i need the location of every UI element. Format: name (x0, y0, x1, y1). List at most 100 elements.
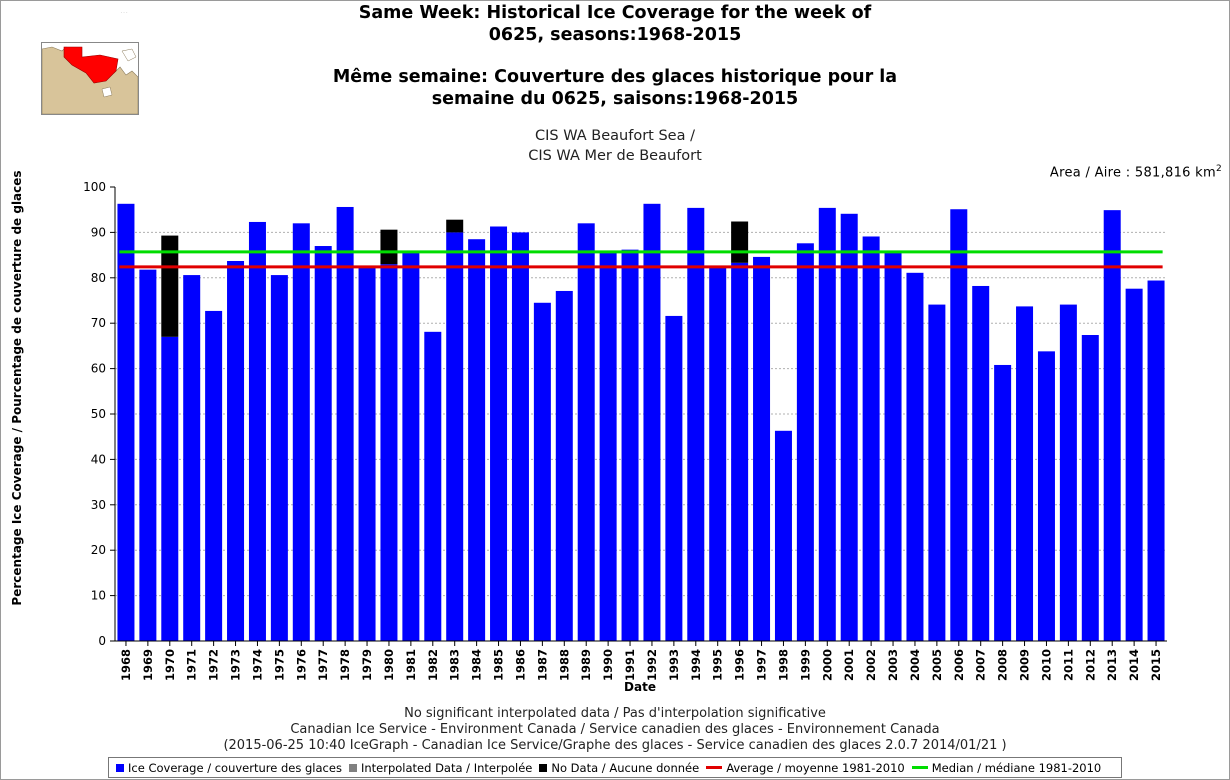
bar-nodata-1983 (446, 219, 464, 233)
x-tick-label-1997: 1997 (755, 649, 769, 681)
x-tick-label-1975: 1975 (272, 649, 286, 681)
bar-ice-2001 (840, 213, 858, 641)
x-tick-label-2007: 2007 (974, 649, 988, 681)
x-tick-label-1987: 1987 (535, 649, 549, 681)
y-tick-label-90: 90 (91, 225, 106, 239)
y-tick-label-80: 80 (91, 271, 106, 285)
y-tick-label-60: 60 (91, 362, 106, 376)
x-tick-label-2011: 2011 (1061, 649, 1075, 681)
y-tick-label-10: 10 (91, 589, 106, 603)
bar-ice-1970 (161, 336, 179, 641)
legend-swatch-nodata (539, 763, 548, 772)
bar-ice-1976 (292, 223, 310, 641)
y-tick-label-40: 40 (91, 452, 106, 466)
x-tick-label-2002: 2002 (864, 649, 878, 681)
bar-ice-1978 (336, 206, 354, 641)
legend-item-interp: Interpolated Data / Interpolée (348, 761, 532, 775)
bar-ice-2005 (928, 304, 946, 641)
map-islands (101, 48, 137, 98)
x-tick-label-1971: 1971 (185, 649, 199, 681)
bar-nodata-1996 (731, 221, 749, 263)
title-line-3: Même semaine: Couverture des glaces hist… (332, 67, 898, 87)
legend-label-ice: Ice Coverage / couverture des glaces (128, 760, 342, 775)
y-tick-label-20: 20 (91, 543, 106, 557)
x-tick-label-2014: 2014 (1127, 649, 1141, 681)
legend-label-average: Average / moyenne 1981-2010 (726, 760, 905, 775)
bar-ice-1983 (446, 232, 464, 641)
bar-ice-1971 (183, 275, 201, 641)
x-tick-label-1989: 1989 (579, 649, 593, 681)
bar-ice-2011 (1059, 304, 1077, 641)
bar-ice-1988 (555, 290, 573, 641)
bar-ice-2014 (1125, 288, 1143, 641)
x-tick-label-1993: 1993 (667, 649, 681, 681)
bar-ice-2008 (994, 364, 1012, 641)
x-tick-label-2010: 2010 (1039, 649, 1053, 681)
area-label: Area / Aire : 581,816 km2 (1050, 164, 1222, 180)
bar-ice-2004 (906, 272, 924, 641)
map-region-shape (63, 46, 119, 84)
x-tick-label-1972: 1972 (207, 649, 221, 681)
bar-ice-1985 (490, 226, 508, 642)
bar-ice-1993 (665, 315, 683, 641)
area-unit-sup: 2 (1215, 164, 1222, 174)
bar-nodata-1970 (161, 235, 179, 337)
x-tick-label-1992: 1992 (645, 649, 659, 681)
bar-ice-2013 (1103, 210, 1121, 642)
bar-ice-1994 (687, 207, 705, 641)
x-tick-label-1981: 1981 (404, 649, 418, 681)
chart-legend: Ice Coverage / couverture des glaces Int… (108, 757, 1122, 778)
x-tick-label-1998: 1998 (776, 649, 790, 681)
legend-item-average: Average / moyenne 1981-2010 (706, 761, 905, 775)
x-tick-label-2003: 2003 (886, 649, 900, 681)
bar-ice-1999 (796, 243, 814, 641)
title-line-2: 0625, seasons:1968-2015 (488, 25, 742, 45)
x-tick-label-1995: 1995 (711, 649, 725, 681)
y-tick-label-50: 50 (91, 407, 106, 421)
legend-label-median: Median / médiane 1981-2010 (931, 760, 1102, 775)
bar-nodata-1980 (380, 229, 398, 265)
bar-ice-2009 (1016, 306, 1034, 641)
bar-ice-1982 (424, 331, 442, 641)
area-text: Area / Aire : 581,816 km (1049, 165, 1216, 181)
bar-ice-1991 (621, 249, 639, 642)
x-tick-label-2004: 2004 (908, 649, 922, 681)
bar-ice-1973 (227, 261, 245, 641)
bar-ice-2002 (862, 236, 880, 641)
chart-footer: No significant interpolated data / Pas d… (100, 706, 1130, 754)
subtitle-line-2: CIS WA Mer de Beaufort (528, 148, 702, 164)
x-tick-label-2000: 2000 (820, 649, 834, 681)
x-tick-label-1974: 1974 (250, 649, 264, 681)
x-tick-label-1977: 1977 (316, 649, 330, 681)
footer-line-3: (2015-06-25 10:40 IceGraph - Canadian Ic… (223, 738, 1007, 753)
bar-ice-2012 (1081, 335, 1099, 641)
bar-ice-1969 (139, 269, 157, 641)
x-tick-label-2013: 2013 (1105, 649, 1119, 681)
x-tick-label-2001: 2001 (842, 649, 856, 681)
bar-ice-1996 (731, 262, 749, 641)
x-tick-label-1994: 1994 (689, 649, 703, 681)
x-tick-label-1969: 1969 (141, 649, 155, 681)
footer-line-2: Canadian Ice Service - Environment Canad… (290, 722, 940, 737)
x-tick-label-1999: 1999 (798, 649, 812, 681)
y-tick-label-30: 30 (91, 498, 106, 512)
x-tick-label-1984: 1984 (470, 649, 484, 681)
x-tick-label-1980: 1980 (382, 649, 396, 681)
chart-title: Same Week: Historical Ice Coverage for t… (250, 2, 980, 110)
bar-ice-2006 (950, 209, 968, 641)
chart-subtitle: CIS WA Beaufort Sea / CIS WA Mer de Beau… (400, 126, 830, 166)
bar-ice-1980 (380, 264, 398, 641)
subtitle-line-1: CIS WA Beaufort Sea / (535, 128, 695, 144)
bar-ice-1997 (753, 256, 771, 641)
title-line-1: Same Week: Historical Ice Coverage for t… (358, 3, 872, 23)
bar-ice-2010 (1037, 351, 1055, 641)
x-tick-label-2006: 2006 (952, 649, 966, 681)
x-tick-label-1968: 1968 (119, 649, 133, 681)
bar-ice-1972 (205, 310, 223, 641)
x-tick-label-1982: 1982 (426, 649, 440, 681)
x-tick-label-2009: 2009 (1018, 649, 1032, 681)
legend-label-nodata: No Data / Aucune donnée (551, 760, 700, 775)
x-tick-label-2008: 2008 (996, 649, 1010, 681)
x-tick-label-1978: 1978 (338, 649, 352, 681)
x-tick-label-1979: 1979 (360, 649, 374, 681)
